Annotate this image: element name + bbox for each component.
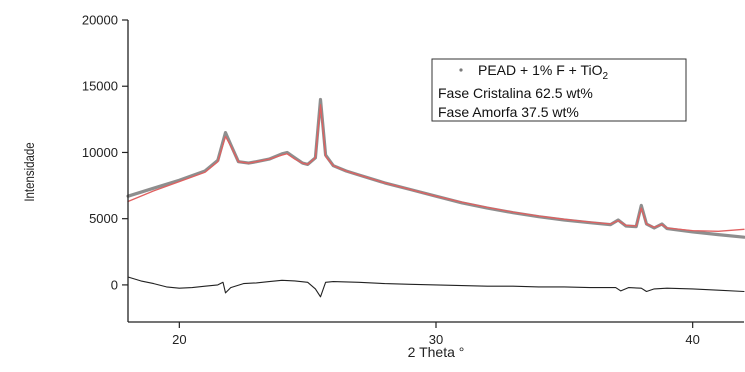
legend-box xyxy=(431,58,687,122)
series-line-residual xyxy=(127,276,745,298)
y-tick-label: 0 xyxy=(111,277,118,292)
x-axis-title: 2 Theta ° xyxy=(408,344,465,360)
legend: PEAD + 1% F + TiO2 Fase Cristalina 62.5 … xyxy=(431,58,687,122)
y-tick-label: 20000 xyxy=(82,13,118,28)
y-tick-label: 10000 xyxy=(82,145,118,160)
legend-amorphous-phase: Fase Amorfa 37.5 wt% xyxy=(438,104,579,120)
legend-marker xyxy=(459,68,463,72)
y-tick-label: 15000 xyxy=(82,79,118,94)
legend-crystalline-phase: Fase Cristalina 62.5 wt% xyxy=(438,85,593,101)
x-tick-label: 20 xyxy=(172,332,186,347)
plot-area xyxy=(126,97,745,298)
series-line-fit xyxy=(127,104,745,232)
x-tick-label: 30 xyxy=(429,332,443,347)
legend-series-label: PEAD + 1% F + TiO2 xyxy=(478,62,609,82)
y-tick-label: 5000 xyxy=(89,211,118,226)
y-axis-title: Intensidade xyxy=(21,142,37,201)
ticks: 0 5000 10000 15000 20000 20 30 40 xyxy=(82,13,700,348)
x-tick-label: 40 xyxy=(685,332,699,347)
